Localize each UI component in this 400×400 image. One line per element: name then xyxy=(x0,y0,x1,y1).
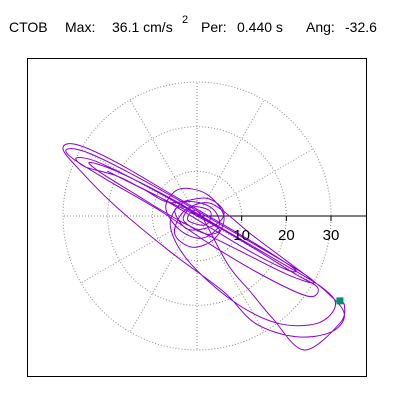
x-tick-label-30: 30 xyxy=(323,227,340,244)
header-bar: CTOB Max: 36.1 cm/s 2 Per: 0.440 s Ang: … xyxy=(0,0,400,50)
x-tick-label-20: 20 xyxy=(278,227,295,244)
x-tick-label-10: 10 xyxy=(233,227,250,244)
grid-spoke-210 xyxy=(80,215,198,284)
radial-tick-labels: 10 20 30 xyxy=(233,227,339,244)
angle-label: Ang: xyxy=(306,19,335,35)
grid-spoke-120 xyxy=(129,99,198,217)
orbit-trace-group xyxy=(62,143,346,351)
station-code: CTOB xyxy=(9,19,48,35)
plot-frame xyxy=(27,58,367,377)
trace-end-marker xyxy=(336,297,344,305)
grid-spoke-60 xyxy=(196,99,265,217)
grid-spoke-300 xyxy=(196,215,265,333)
max-value: 36.1 cm/s xyxy=(112,19,173,35)
period-label: Per: xyxy=(201,19,227,35)
axes xyxy=(197,215,366,221)
angle-value: -32.6 xyxy=(345,19,377,35)
max-unit-exponent: 2 xyxy=(182,14,189,26)
max-label: Max: xyxy=(65,19,96,35)
period-value: 0.440 s xyxy=(237,19,283,35)
grid-spoke-240 xyxy=(129,215,198,333)
grid-spoke-30 xyxy=(196,148,314,217)
orbit-trace xyxy=(62,143,346,351)
